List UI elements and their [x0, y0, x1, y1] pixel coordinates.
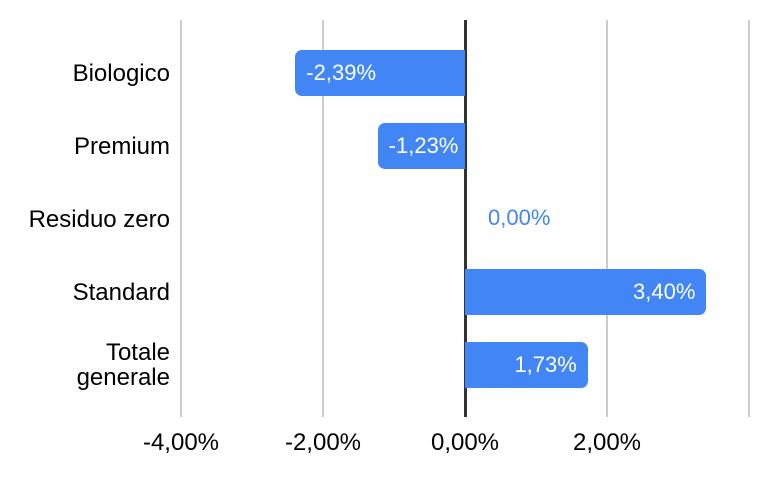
bar-value-label: 3,40%	[633, 279, 696, 304]
category-label-text: Premium	[73, 132, 170, 160]
zero-value-label: 0,00%	[488, 205, 551, 230]
category-label-text: Residuo zero	[28, 205, 170, 233]
bar-value-label: -1,23%	[388, 133, 459, 158]
x-tick-label: -2,00%	[284, 429, 362, 456]
bar-value-label: 1,73%	[514, 352, 577, 377]
category-label-residuo-zero: Residuo zero	[8, 191, 170, 247]
zero-axis-line	[464, 20, 467, 417]
x-tick-label: 0,00%	[430, 429, 500, 456]
category-label-premium: Premium	[8, 118, 170, 174]
category-label-biologico: Biologico	[8, 45, 170, 101]
category-label-text: Biologico	[72, 59, 170, 87]
category-label-standard: Standard	[8, 264, 170, 320]
gridline	[180, 20, 182, 417]
category-label-totale-generale: Totale generale	[8, 337, 170, 393]
bar-value-label: -2,39%	[306, 60, 377, 85]
category-label-text: Standard	[72, 278, 170, 306]
bar-premium[interactable]: -1,23%	[377, 123, 465, 169]
gridline	[748, 20, 750, 417]
bar-biologico[interactable]: -2,39%	[295, 50, 465, 96]
x-tick-label: 2,00%	[572, 429, 642, 456]
gridline	[322, 20, 324, 417]
bar-standard[interactable]: 3,40%	[465, 269, 707, 315]
gridline	[606, 20, 608, 417]
category-label-text: Totale generale	[76, 339, 170, 391]
x-tick-label: -4,00%	[142, 429, 220, 456]
bar-totale-generale[interactable]: 1,73%	[465, 342, 588, 388]
